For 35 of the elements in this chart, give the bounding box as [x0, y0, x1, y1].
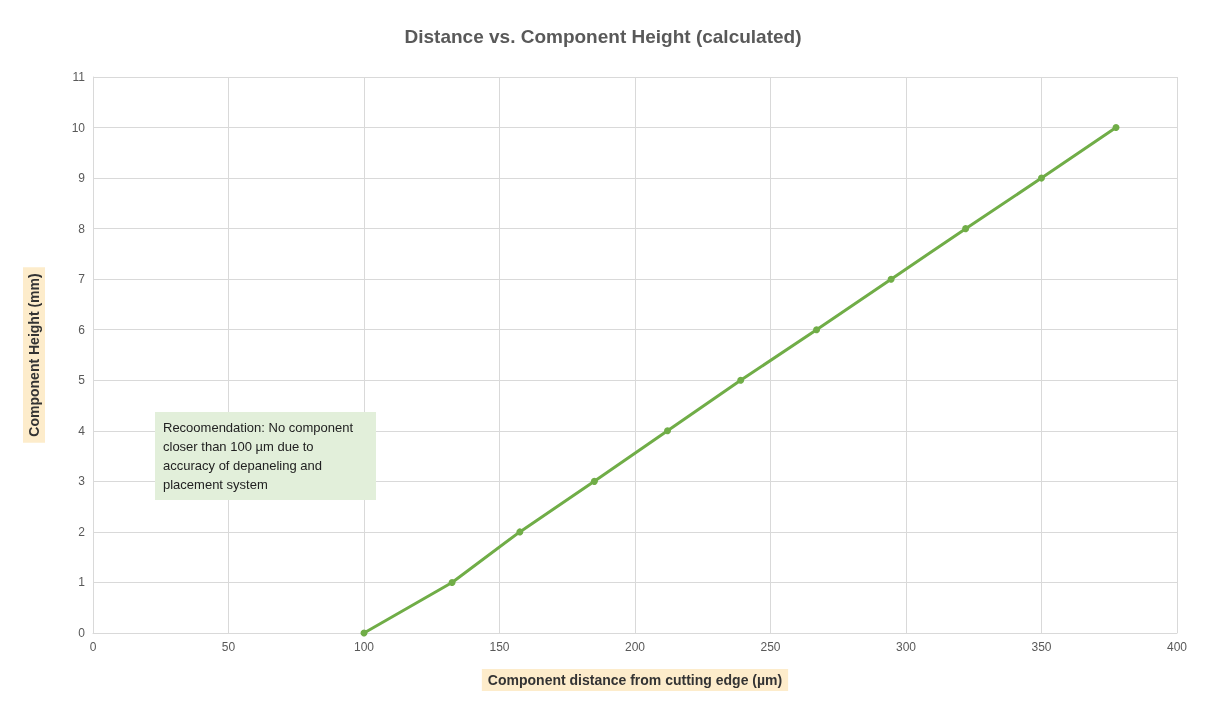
y-tick-label: 7 — [78, 272, 86, 287]
x-tick-label: 150 — [489, 640, 510, 654]
x-axis-title: Component distance from cutting edge (µm) — [487, 672, 783, 688]
x-tick-label: 50 — [221, 640, 236, 654]
point — [813, 326, 821, 334]
y-tick-label: 1 — [78, 575, 86, 590]
y-tick-label: 10 — [71, 120, 86, 135]
point — [737, 376, 745, 384]
y-tick-label: 5 — [78, 373, 86, 388]
x-tick-label: 0 — [89, 640, 97, 654]
chart-title: Distance vs. Component Height (calculated) — [404, 26, 802, 47]
point — [448, 578, 456, 586]
y-tick-label: 8 — [78, 221, 86, 236]
y-tick-label: 6 — [78, 322, 86, 337]
y-tick-label: 11 — [72, 70, 86, 84]
point — [962, 225, 970, 233]
x-tick-label: 100 — [353, 640, 375, 654]
point — [1112, 124, 1120, 132]
point — [1038, 174, 1045, 182]
point — [590, 477, 598, 485]
y-tick-label: 9 — [78, 171, 86, 186]
note-box: Recoomendation: No component closer than 100 µm due to accuracy of depaneling and placement system — [155, 412, 376, 500]
y-tick-label: 4 — [78, 423, 86, 438]
x-tick-label: 400 — [1166, 640, 1188, 654]
x-tick-label: 350 — [1031, 640, 1052, 654]
y-tick-label: 0 — [78, 626, 86, 640]
point — [887, 275, 895, 283]
y-axis-title: Component Height (mm) — [26, 273, 42, 437]
y-tick-label: 2 — [78, 524, 86, 539]
x-tick-label: 300 — [895, 640, 917, 654]
x-tick-label: 200 — [624, 640, 646, 654]
point — [516, 528, 524, 536]
x-tick-label: 250 — [760, 640, 781, 654]
point — [664, 427, 672, 435]
y-tick-label: 3 — [78, 474, 86, 489]
